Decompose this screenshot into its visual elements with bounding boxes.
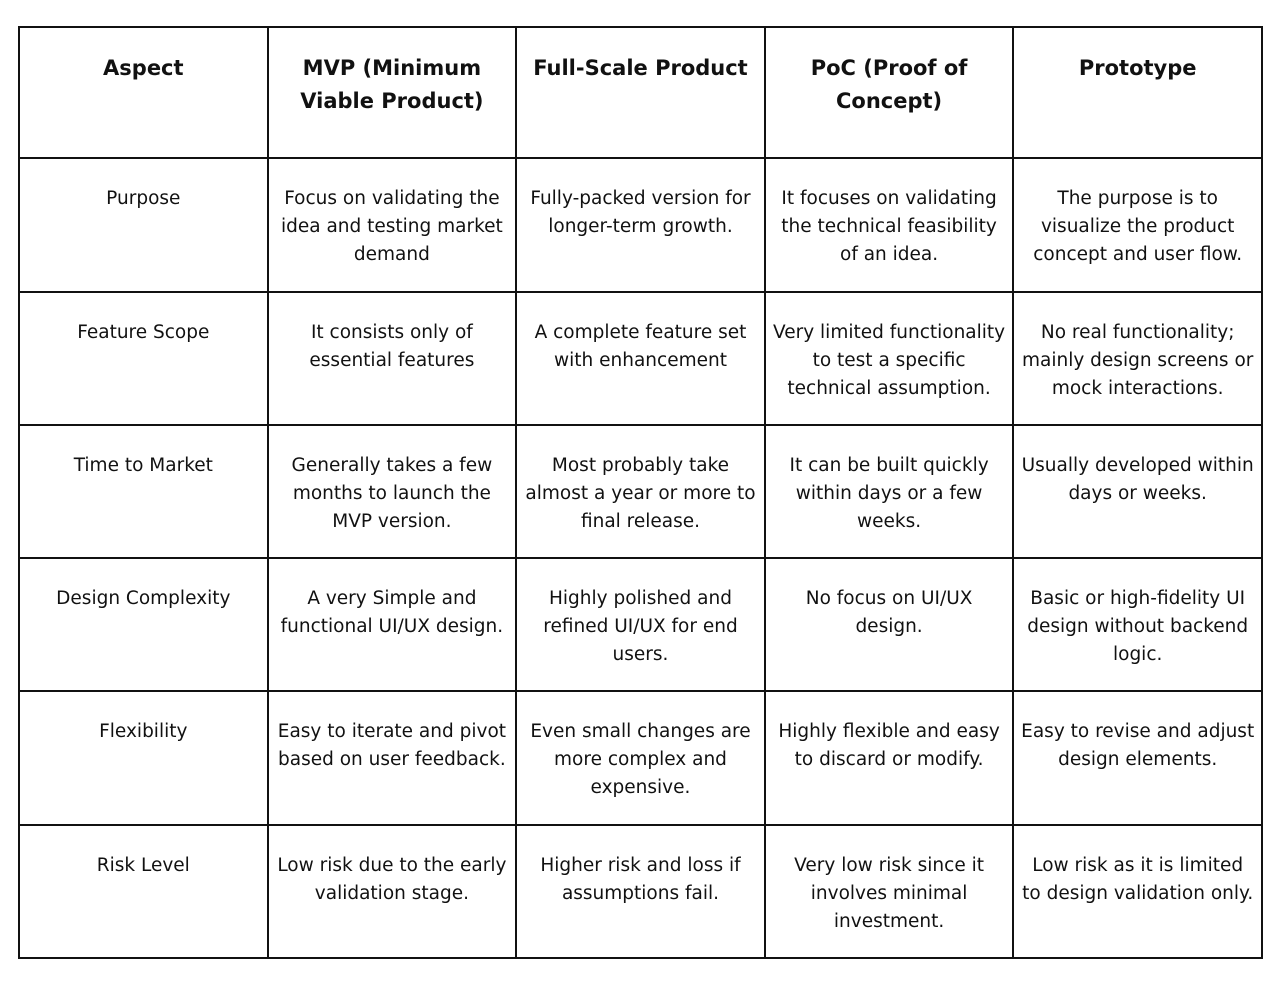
header-cell: Prototype <box>1012 25 1263 160</box>
row-label: Time to Market <box>18 423 269 560</box>
header-row: Aspect MVP (Minimum Viable Product) Full-S… <box>18 25 1263 160</box>
table-row: Time to Market Generally takes a few mont… <box>18 423 1263 560</box>
row-label: Feature Scope <box>18 290 269 426</box>
table-cell: No real functionality; mainly design scr… <box>1012 290 1263 426</box>
header-cell: Aspect <box>18 25 269 160</box>
table-cell: A complete feature set with enhancement <box>515 290 766 426</box>
table-cell: It consists only of essential features <box>266 290 518 426</box>
table-cell: Generally takes a few months to launch t… <box>266 423 518 560</box>
row-label: Purpose <box>18 157 269 293</box>
table-cell: Higher risk and loss if assumptions fail… <box>515 823 766 960</box>
table-cell: Very limited functionality to test a spe… <box>763 290 1015 426</box>
comparison-table: Aspect MVP (Minimum Viable Product) Full-S… <box>18 25 1263 960</box>
table-cell: Very low risk since it involves minimal … <box>763 823 1015 960</box>
row-label: Design Complexity <box>18 557 269 693</box>
table-cell: Low risk as it is limited to design vali… <box>1012 823 1263 960</box>
table-cell: Fully-packed version for longer-term gro… <box>515 157 766 293</box>
table-row: Feature Scope It consists only of essenti… <box>18 290 1263 426</box>
row-label: Risk Level <box>18 823 269 960</box>
table-cell: It can be built quickly within days or a… <box>763 423 1015 560</box>
header-cell: Full-Scale Product <box>515 25 766 160</box>
table-row: Design Complexity A very Simple and funct… <box>18 557 1263 693</box>
table-cell: Most probably take almost a year or more… <box>515 423 766 560</box>
table-cell: Highly polished and refined UI/UX for en… <box>515 557 766 693</box>
table-cell: Focus on validating the idea and testing… <box>266 157 518 293</box>
table-cell: A very Simple and functional UI/UX desig… <box>266 557 518 693</box>
header-cell: PoC (Proof of Concept) <box>763 25 1015 160</box>
table-cell: Easy to revise and adjust design element… <box>1012 690 1263 826</box>
table-cell: Usually developed within days or weeks. <box>1012 423 1263 560</box>
table-cell: Highly flexible and easy to discard or m… <box>763 690 1015 826</box>
table-cell: Basic or high-fidelity UI design without… <box>1012 557 1263 693</box>
row-label: Flexibility <box>18 690 269 826</box>
table-cell: Even small changes are more complex and … <box>515 690 766 826</box>
table-cell: The purpose is to visualize the product … <box>1012 157 1263 293</box>
table-row: Flexibility Easy to iterate and pivot bas… <box>18 690 1263 826</box>
table-cell: Easy to iterate and pivot based on user … <box>266 690 518 826</box>
table-row: Risk Level Low risk due to the early vali… <box>18 823 1263 960</box>
table-cell: No focus on UI/UX design. <box>763 557 1015 693</box>
table-cell: It focuses on validating the technical f… <box>763 157 1015 293</box>
header-cell: MVP (Minimum Viable Product) <box>266 25 518 160</box>
table-cell: Low risk due to the early validation sta… <box>266 823 518 960</box>
table-row: Purpose Focus on validating the idea and … <box>18 157 1263 293</box>
